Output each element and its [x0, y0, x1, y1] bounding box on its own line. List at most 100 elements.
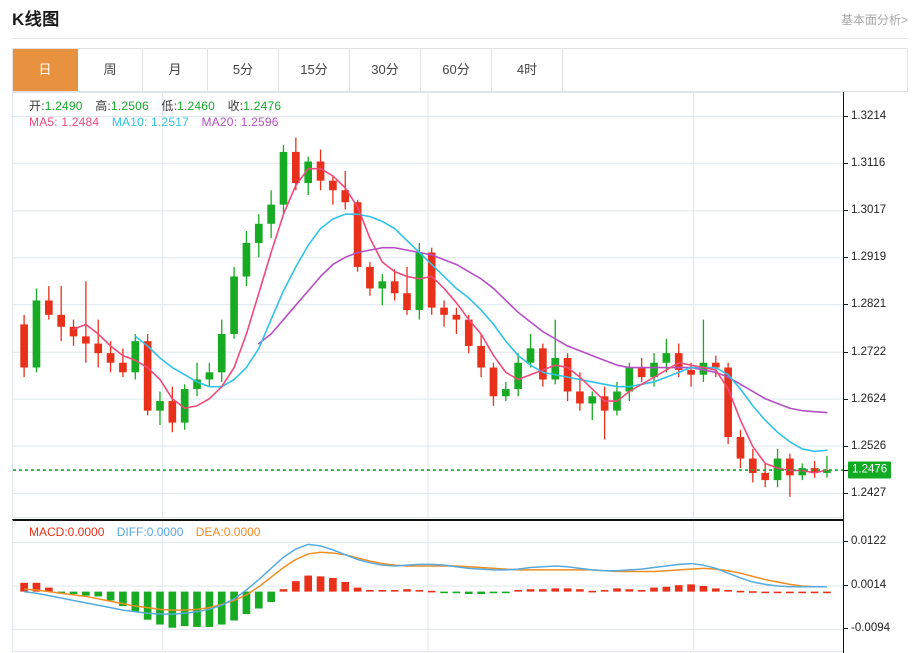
- page-header: K线图 基本面分析>: [0, 0, 920, 38]
- ma10-value: 1.2517: [151, 115, 189, 129]
- price-tick-mark: [843, 257, 848, 259]
- macd-bar: [440, 591, 448, 594]
- ohlc-readout: 开:1.2490 高:1.2506 低:1.2460 收:1.2476: [29, 97, 281, 114]
- diff-line: [24, 543, 827, 615]
- tab-8[interactable]: 4时: [492, 49, 563, 91]
- candle-body: [761, 472, 770, 481]
- tab-5[interactable]: 15分: [279, 49, 350, 91]
- candle-body: [390, 281, 399, 294]
- timeframe-tabbar[interactable]: 日周月 5分 15分 30分 60分 4时: [12, 48, 908, 92]
- macd-bar: [539, 589, 547, 592]
- macd-bar: [353, 587, 362, 592]
- candle-body: [415, 252, 424, 311]
- macd-bar: [736, 590, 745, 593]
- macd-bar: [427, 590, 436, 593]
- macd-bar: [489, 591, 498, 594]
- macd-bar: [292, 581, 300, 592]
- candle-body: [292, 151, 300, 184]
- candle-body: [539, 348, 547, 380]
- price-tick-label: 1.2427: [851, 487, 887, 500]
- candle-body: [267, 204, 275, 224]
- open-label: 开:: [29, 99, 45, 113]
- price-tick-mark: [843, 115, 848, 117]
- macd-tick-mark: [843, 540, 848, 542]
- macd-bar: [452, 591, 461, 594]
- ma20-value: 1.2596: [240, 115, 279, 129]
- candle-body: [489, 367, 498, 397]
- candle-body: [180, 389, 189, 423]
- candle-body: [353, 202, 362, 267]
- candle-body: [662, 353, 671, 363]
- macd-bar: [699, 586, 708, 592]
- ma10-line: [134, 213, 828, 453]
- candle-body: [650, 362, 658, 378]
- candle-body: [810, 468, 819, 473]
- candle-body: [378, 281, 387, 289]
- macd-bar: [44, 587, 53, 592]
- macd-bar: [563, 588, 572, 592]
- ma5-value: 1.2484: [61, 115, 100, 129]
- candle-body: [156, 401, 164, 411]
- macd-bar: [798, 591, 807, 594]
- price-tick-label: 1.2919: [851, 251, 887, 264]
- candle-body: [724, 367, 732, 437]
- candle-body: [168, 401, 177, 423]
- candle-body: [106, 353, 115, 363]
- ma5-label: MA5:: [29, 115, 58, 129]
- macd-bar: [526, 589, 535, 592]
- current-price-badge: 1.2476: [848, 461, 892, 479]
- price-tick-mark: [843, 493, 848, 495]
- macd-plot: [13, 521, 843, 651]
- macd-bar: [304, 575, 313, 592]
- price-tick-mark: [843, 398, 848, 400]
- macd-bar: [403, 589, 411, 592]
- tab-7[interactable]: 60分: [421, 49, 492, 91]
- candle-body: [501, 389, 510, 397]
- candle-body: [242, 242, 251, 277]
- price-panel[interactable]: 开:1.2490 高:1.2506 低:1.2460 收:1.2476 MA5:…: [12, 92, 843, 518]
- macd-bar: [588, 590, 597, 593]
- header-divider: [12, 38, 908, 39]
- low-value: 1.2460: [177, 99, 216, 113]
- tab-3[interactable]: 月: [143, 49, 208, 91]
- high-label: 高:: [95, 99, 111, 113]
- macd-tick-mark: [843, 584, 848, 586]
- ma-readout: MA5: 1.2484 MA10: 1.2517 MA20: 1.2596: [29, 115, 279, 129]
- macd-bar: [464, 591, 473, 595]
- macd-bar: [711, 588, 720, 592]
- tab-6[interactable]: 30分: [350, 49, 421, 91]
- candle-body: [786, 458, 794, 476]
- candle-body: [798, 468, 807, 476]
- candle-body: [254, 223, 263, 243]
- tab-4[interactable]: 5分: [208, 49, 279, 91]
- close-label: 收:: [227, 99, 244, 113]
- macd-bar: [20, 582, 28, 592]
- macd-bar: [786, 591, 794, 594]
- macd-bar: [501, 591, 510, 594]
- tab-2[interactable]: 周: [78, 49, 143, 91]
- price-tick-mark: [843, 445, 848, 447]
- diff-label: DIFF:: [116, 525, 147, 539]
- macd-panel[interactable]: MACD:0.0000 DIFF:0.0000 DEA:0.0000: [12, 519, 843, 652]
- fundamental-analysis-link[interactable]: 基本面分析>: [840, 13, 908, 27]
- candle-body: [576, 391, 584, 404]
- candle-body: [699, 362, 708, 375]
- macd-bar: [625, 589, 634, 592]
- macd-bar: [378, 590, 387, 592]
- candle-body: [711, 362, 720, 368]
- candle-body: [600, 396, 609, 411]
- candle-body: [625, 367, 634, 392]
- macd-tick-mark: [843, 628, 848, 630]
- macd-bar: [316, 576, 325, 592]
- macd-readout: MACD:0.0000 DIFF:0.0000 DEA:0.0000: [29, 525, 260, 539]
- candle-body: [94, 343, 103, 354]
- page-title: K线图: [12, 10, 60, 29]
- ma10-label: MA10:: [111, 115, 148, 129]
- ma5-line: [72, 167, 828, 474]
- tab-1[interactable]: 日: [13, 49, 78, 91]
- dea-value: 0.0000: [223, 525, 261, 539]
- macd-bar: [551, 588, 560, 592]
- price-tick-mark: [843, 162, 848, 164]
- price-tick-label: 1.2624: [851, 392, 887, 405]
- candle-body: [230, 276, 238, 334]
